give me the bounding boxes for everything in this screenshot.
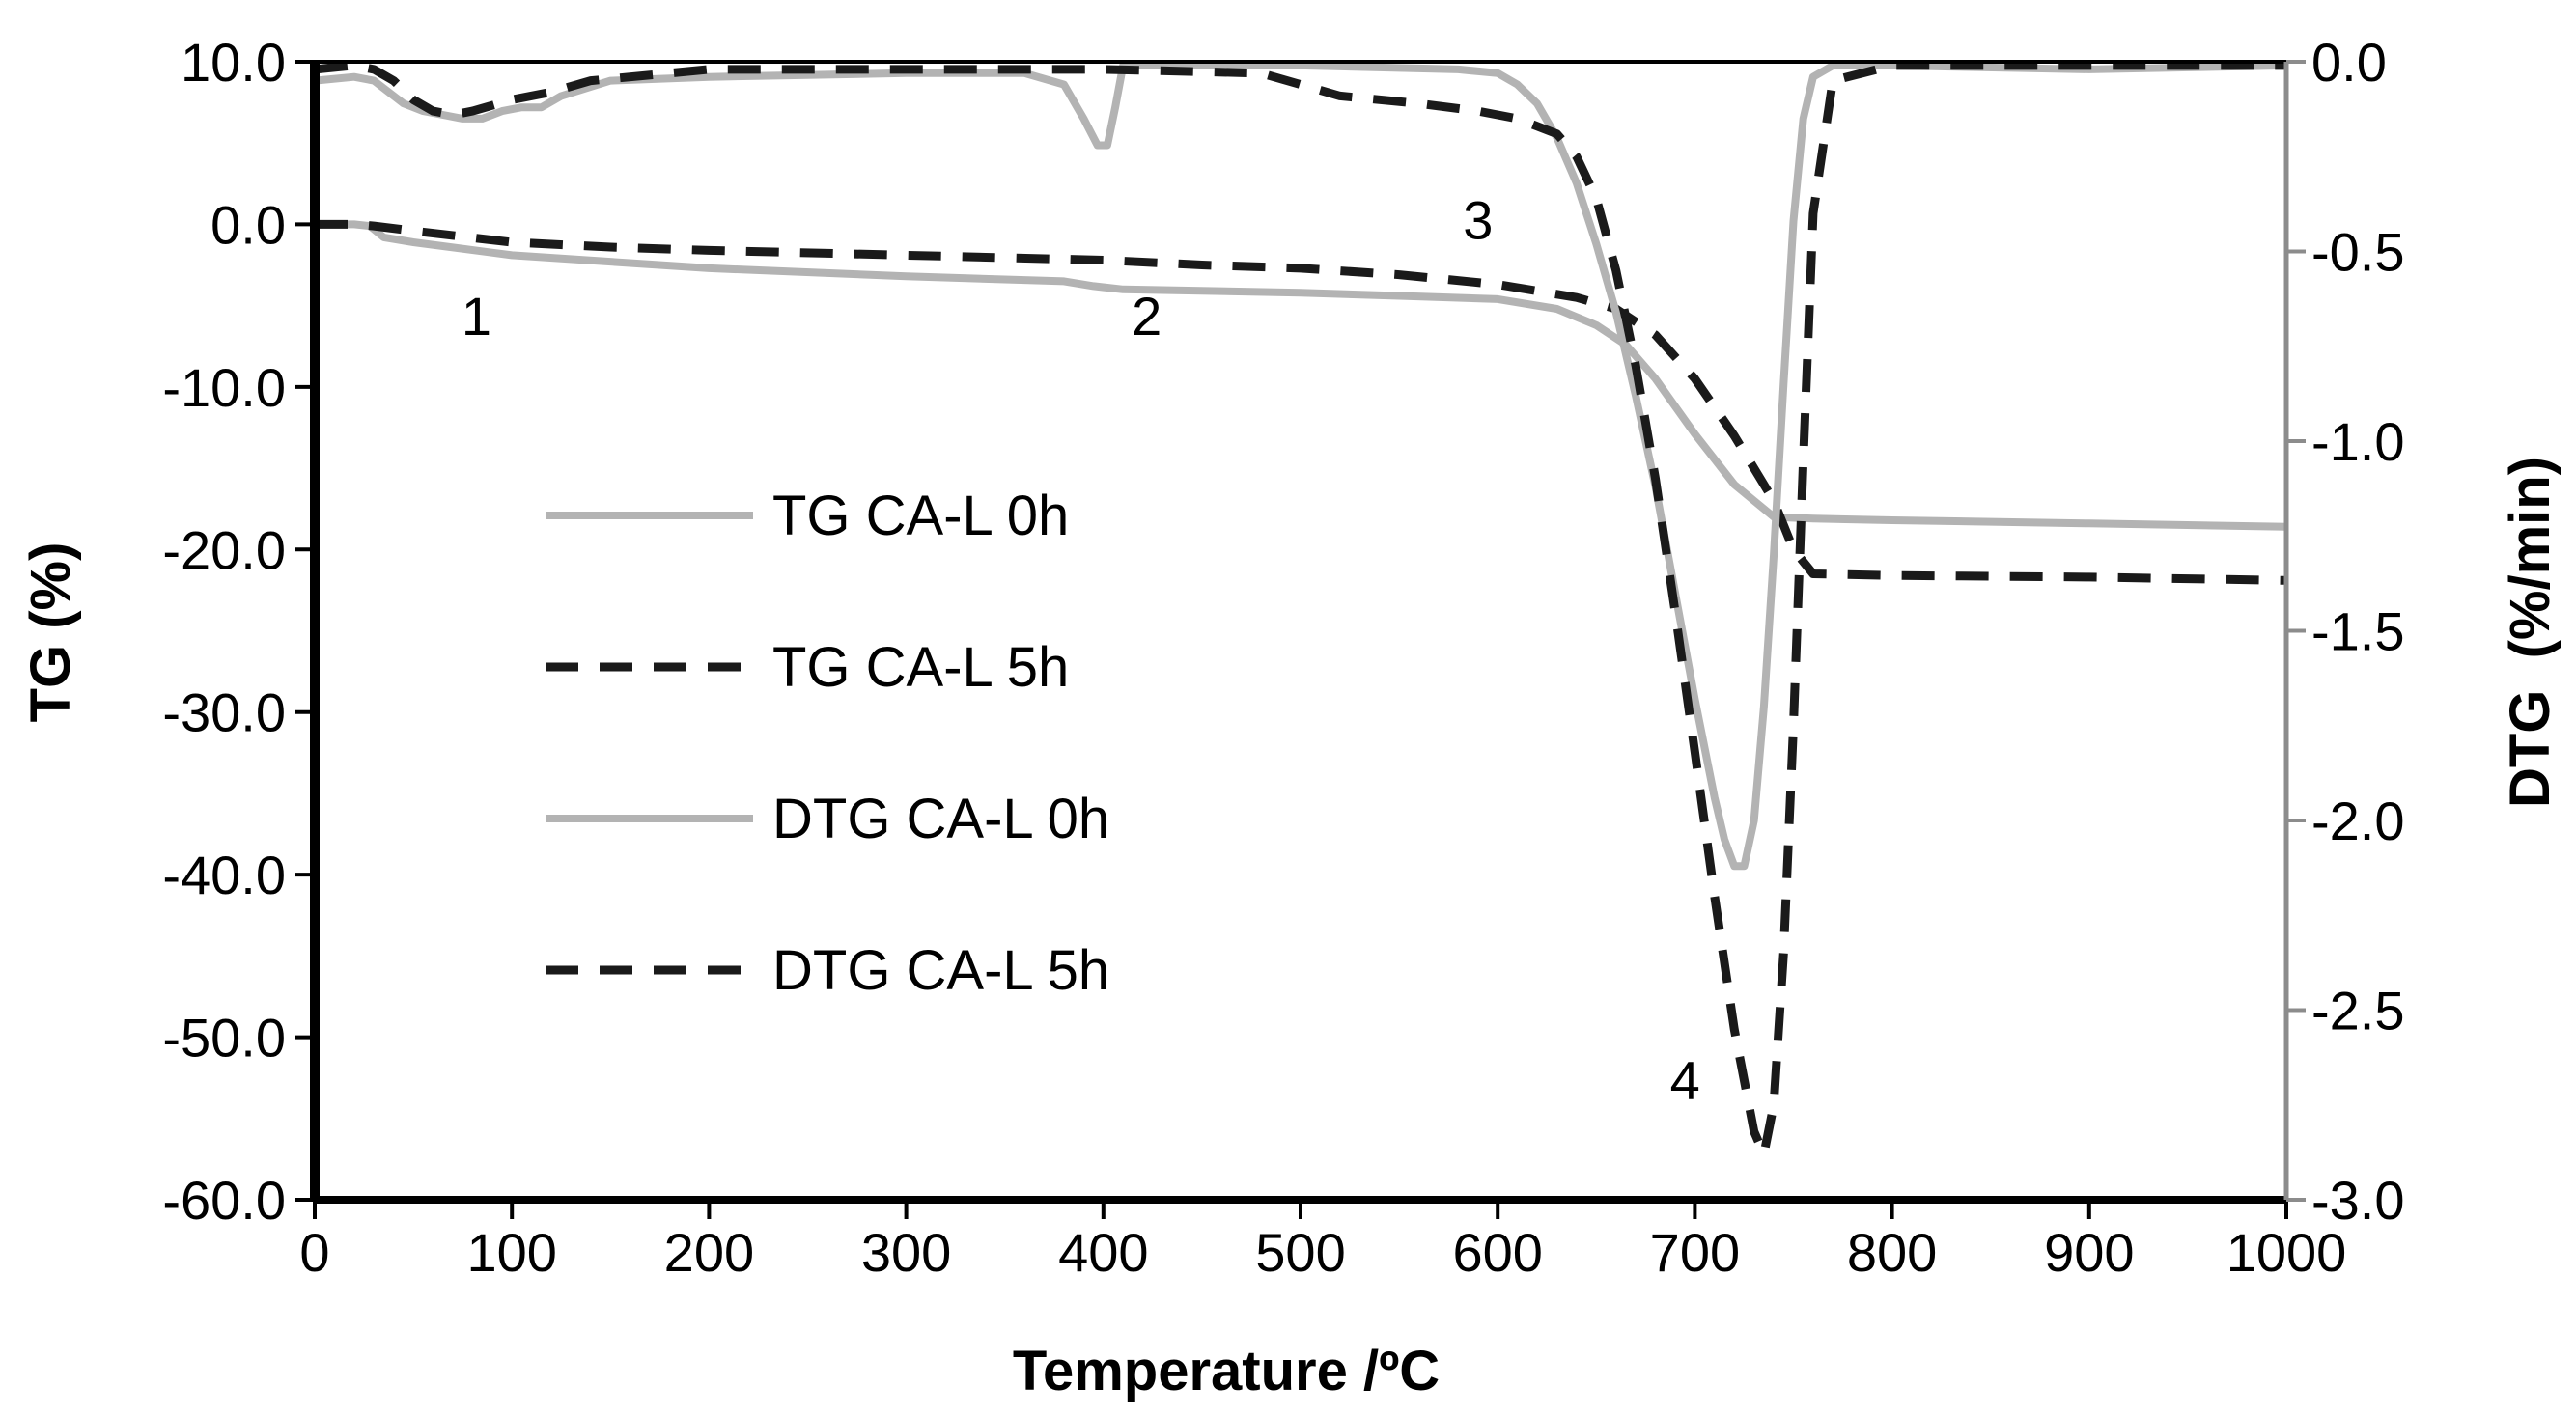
y-left-tick-label: -50.0 <box>162 1008 286 1069</box>
annotation-label: 3 <box>1463 190 1493 251</box>
legend: TG CA-L 0h TG CA-L 5h DTG CA-L 0h DTG CA-L … <box>546 485 1109 1002</box>
y-right-tick-label: -0.5 <box>2311 222 2405 283</box>
series-line-dtg-ca-l-0h <box>314 61 2287 871</box>
series-line-tg-ca-l-0h <box>315 220 2287 531</box>
y-right-tick-label: -3.0 <box>2311 1170 2405 1231</box>
annotations: 1 2 3 4 <box>462 190 1700 1111</box>
y-axis-left-title: TG (%) <box>19 542 82 723</box>
y-left-tick-label: 10.0 <box>181 32 286 93</box>
y-right-tick-label: -2.5 <box>2311 981 2405 1041</box>
x-tick-label: 300 <box>861 1222 951 1283</box>
tick-labels: 0 100 200 300 400 500 600 700 800 900 100010.00.0-… <box>162 32 2404 1283</box>
y-right-tick-label: -1.0 <box>2311 411 2405 472</box>
y-right-tick-label: -1.5 <box>2311 601 2405 662</box>
x-tick-label: 600 <box>1452 1222 1542 1283</box>
legend-label: TG CA-L 5h <box>772 636 1069 699</box>
annotation-label: 1 <box>462 286 491 347</box>
y-right-tick-label: 0.0 <box>2311 32 2387 93</box>
annotation-label: 4 <box>1670 1050 1700 1111</box>
y-left-tick-label: -20.0 <box>162 519 286 580</box>
y-left-tick-label: -30.0 <box>162 682 286 743</box>
x-tick-label: 1000 <box>2226 1222 2347 1283</box>
y-left-tick-label: -10.0 <box>162 357 286 418</box>
y-left-tick-label: -60.0 <box>162 1170 286 1231</box>
x-tick-label: 100 <box>466 1222 556 1283</box>
series-line-dtg-ca-l-5h <box>314 61 2286 1159</box>
x-tick-label: 500 <box>1255 1222 1345 1283</box>
legend-label: DTG CA-L 0h <box>772 788 1109 850</box>
y-right-tick-label: -2.0 <box>2311 791 2405 851</box>
x-axis-title: Temperature /ºC <box>1013 1340 1440 1402</box>
x-tick-label: 800 <box>1847 1222 1937 1283</box>
series-line-tg-ca-l-5h <box>315 219 2287 585</box>
y-left-tick-label: -40.0 <box>162 845 286 905</box>
x-tick-label: 400 <box>1058 1222 1148 1283</box>
plot-lines <box>314 61 2287 1159</box>
y-axis-right-title: DTG (%/min) <box>2499 457 2562 808</box>
x-tick-label: 900 <box>2044 1222 2134 1283</box>
legend-label: TG CA-L 0h <box>772 485 1069 547</box>
legend-label: DTG CA-L 5h <box>772 939 1109 1002</box>
x-tick-label: 700 <box>1650 1222 1740 1283</box>
x-tick-label: 0 <box>299 1222 329 1283</box>
axes <box>295 60 2306 1219</box>
x-tick-label: 200 <box>664 1222 754 1283</box>
y-left-tick-label: 0.0 <box>210 194 286 255</box>
annotation-label: 2 <box>1132 286 1162 347</box>
